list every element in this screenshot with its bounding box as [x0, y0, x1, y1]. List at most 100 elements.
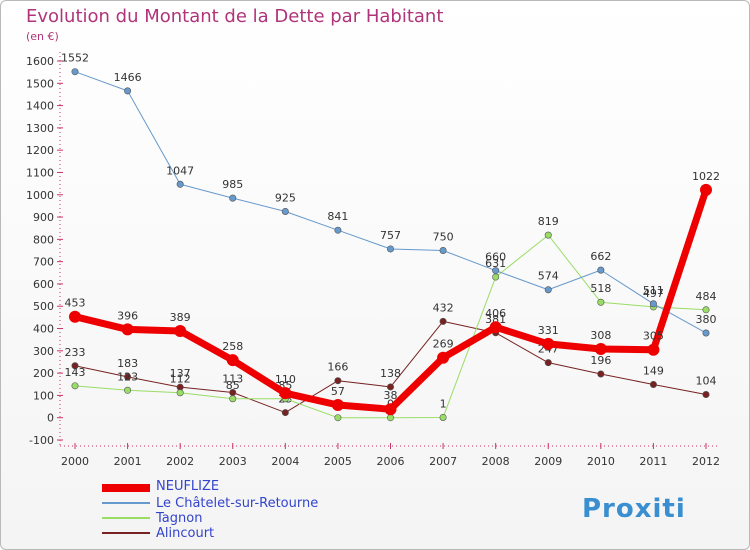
data-point	[597, 298, 605, 306]
data-label: 258	[222, 340, 243, 353]
y-tick-label: 0	[47, 412, 54, 425]
chart-title: Evolution du Montant de la Dette par Hab…	[26, 6, 443, 27]
data-point	[174, 324, 187, 337]
data-label: 757	[380, 229, 401, 242]
data-label: 381	[485, 313, 506, 326]
chart-subtitle: (en €)	[26, 30, 59, 43]
data-label: 1552	[61, 52, 89, 65]
data-point	[702, 306, 710, 314]
data-point	[492, 267, 500, 275]
y-tick-label: 700	[33, 256, 54, 269]
data-label: 149	[643, 364, 664, 377]
data-point	[176, 180, 184, 188]
y-tick-label: 1400	[26, 100, 54, 113]
data-point	[542, 337, 555, 350]
data-point	[334, 377, 342, 385]
data-point	[334, 226, 342, 234]
data-point	[386, 383, 394, 391]
x-tick-label: 2002	[166, 455, 194, 468]
y-tick-label: 1300	[26, 122, 54, 135]
data-label: 750	[433, 231, 454, 244]
x-tick-label: 2006	[377, 455, 405, 468]
data-point	[544, 359, 552, 367]
data-point	[492, 273, 500, 281]
series-alincourt: 23318313711323166138432381247196149104	[65, 301, 717, 417]
data-point	[649, 380, 657, 388]
data-point	[597, 370, 605, 378]
logo-text: Proxiti	[582, 494, 686, 524]
y-tick-label: 100	[33, 389, 54, 402]
series-line	[74, 71, 707, 334]
data-label: 819	[538, 215, 559, 228]
x-tick-label: 2012	[692, 455, 720, 468]
axes: -100 0 100 200 300 400 500 600 700 800 900 1000 1100…	[26, 52, 720, 468]
data-point	[594, 343, 607, 356]
data-point	[386, 245, 394, 253]
legend-swatch	[102, 484, 150, 492]
x-tick-label: 2005	[324, 455, 352, 468]
data-point	[121, 323, 134, 336]
legend: NEUFLIZE Le Châtelet-sur-RetourneTagnonAl…	[102, 479, 318, 541]
x-tick-label: 2008	[482, 455, 510, 468]
data-point	[124, 386, 132, 394]
data-point	[279, 387, 292, 400]
x-tick-label: 2010	[587, 455, 615, 468]
data-label: 233	[65, 346, 86, 359]
data-point	[229, 194, 237, 202]
data-point	[281, 409, 289, 417]
data-point	[71, 362, 79, 370]
data-label: 396	[117, 309, 138, 322]
data-label: 574	[538, 270, 559, 283]
data-label: 269	[433, 338, 454, 351]
data-label: 143	[65, 366, 86, 379]
legend-label: Le Châtelet-sur-Retourne	[156, 496, 318, 511]
data-point	[176, 389, 184, 397]
y-tick-label: -100	[29, 434, 54, 447]
data-point	[544, 231, 552, 239]
data-label: 662	[590, 250, 611, 263]
x-tick-label: 2000	[61, 455, 89, 468]
data-label: 1047	[166, 164, 194, 177]
data-label: 57	[331, 385, 345, 398]
data-label: 38	[384, 389, 398, 402]
x-tick-label: 2004	[271, 455, 299, 468]
data-point	[386, 414, 394, 422]
data-point	[281, 207, 289, 215]
data-point	[124, 87, 132, 95]
data-point	[71, 68, 79, 76]
data-point	[439, 317, 447, 325]
y-tick-label: 1100	[26, 166, 54, 179]
data-label: 511	[643, 284, 664, 297]
y-tick-label: 500	[33, 300, 54, 313]
data-point	[439, 247, 447, 255]
data-label: 308	[590, 329, 611, 342]
data-label: 985	[222, 178, 243, 191]
data-label: 112	[170, 373, 191, 386]
data-label: 110	[275, 373, 296, 386]
data-label: 389	[170, 311, 191, 324]
data-label: 104	[696, 375, 717, 388]
data-label: 113	[222, 373, 243, 386]
data-point	[124, 373, 132, 381]
series-group: 2331831371132316613843238124719614910414…	[61, 52, 720, 422]
data-label: 183	[117, 357, 138, 370]
data-point	[649, 300, 657, 308]
data-point	[544, 286, 552, 294]
y-tick-label: 200	[33, 367, 54, 380]
data-point	[69, 310, 81, 323]
proxiti-logo: Proxiti	[582, 494, 686, 524]
data-label: 85	[226, 379, 240, 392]
data-point	[437, 351, 450, 364]
data-point	[439, 413, 447, 421]
data-point	[384, 403, 397, 416]
data-point	[229, 395, 237, 403]
y-tick-label: 1200	[26, 144, 54, 157]
legend-entry: Tagnon	[102, 511, 202, 526]
data-label: 631	[485, 257, 506, 270]
data-label: 925	[275, 191, 296, 204]
data-label: 380	[696, 313, 717, 326]
y-tick-label: 1600	[26, 55, 54, 68]
legend-entry: Le Châtelet-sur-Retourne	[102, 496, 318, 511]
data-label: 1	[440, 397, 447, 410]
